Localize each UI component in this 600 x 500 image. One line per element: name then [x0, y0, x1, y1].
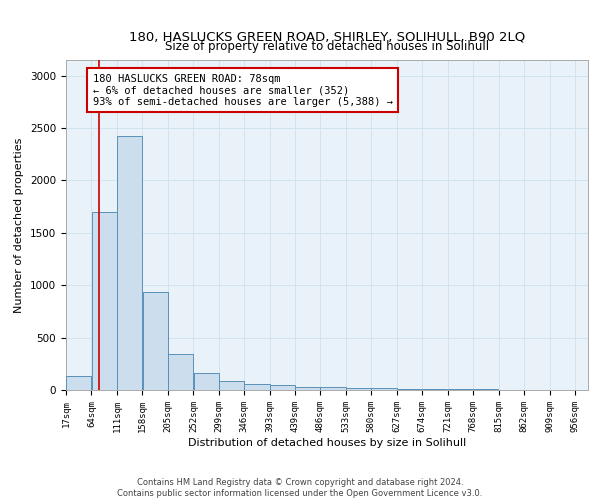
Bar [371, 388, 397, 390]
Bar [219, 380, 244, 390]
Bar [270, 385, 295, 390]
Bar [168, 354, 193, 390]
Text: 180 HASLUCKS GREEN ROAD: 78sqm
← 6% of detached houses are smaller (352)
93% of : 180 HASLUCKS GREEN ROAD: 78sqm ← 6% of d… [92, 74, 392, 107]
Bar [346, 388, 371, 390]
Title: 180, HASLUCKS GREEN ROAD, SHIRLEY, SOLIHULL, B90 2LQ: 180, HASLUCKS GREEN ROAD, SHIRLEY, SOLIH… [129, 30, 525, 44]
Bar [92, 212, 117, 390]
Bar [422, 389, 448, 390]
Bar [244, 384, 269, 390]
X-axis label: Distribution of detached houses by size in Solihull: Distribution of detached houses by size … [188, 438, 466, 448]
Bar [117, 136, 142, 390]
Text: Size of property relative to detached houses in Solihull: Size of property relative to detached ho… [165, 40, 489, 54]
Bar [143, 292, 168, 390]
Y-axis label: Number of detached properties: Number of detached properties [14, 138, 25, 312]
Bar [66, 376, 91, 390]
Bar [295, 387, 320, 390]
Bar [320, 388, 346, 390]
Bar [397, 389, 422, 390]
Bar [194, 373, 219, 390]
Text: Contains HM Land Registry data © Crown copyright and database right 2024.
Contai: Contains HM Land Registry data © Crown c… [118, 478, 482, 498]
